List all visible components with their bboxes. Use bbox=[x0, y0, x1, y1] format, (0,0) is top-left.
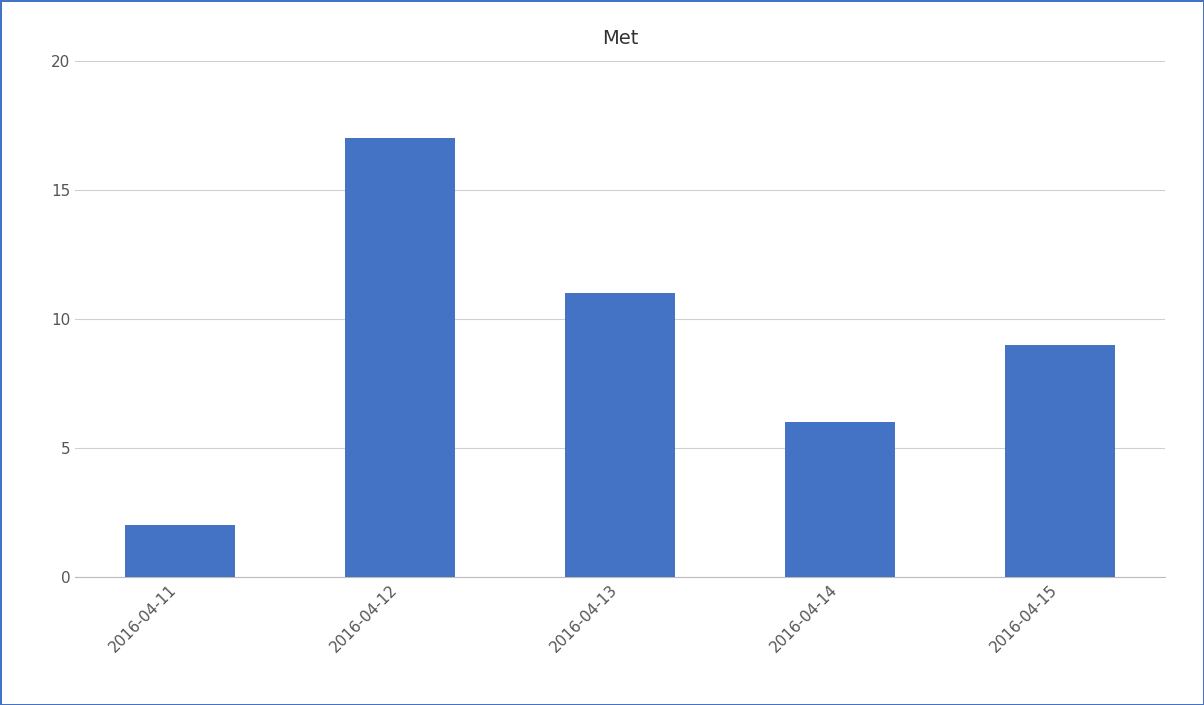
Bar bbox=[344, 138, 455, 577]
Bar bbox=[785, 422, 896, 577]
Bar bbox=[125, 525, 235, 577]
Title: Met: Met bbox=[602, 29, 638, 48]
Bar bbox=[565, 293, 675, 577]
Bar bbox=[1005, 345, 1115, 577]
